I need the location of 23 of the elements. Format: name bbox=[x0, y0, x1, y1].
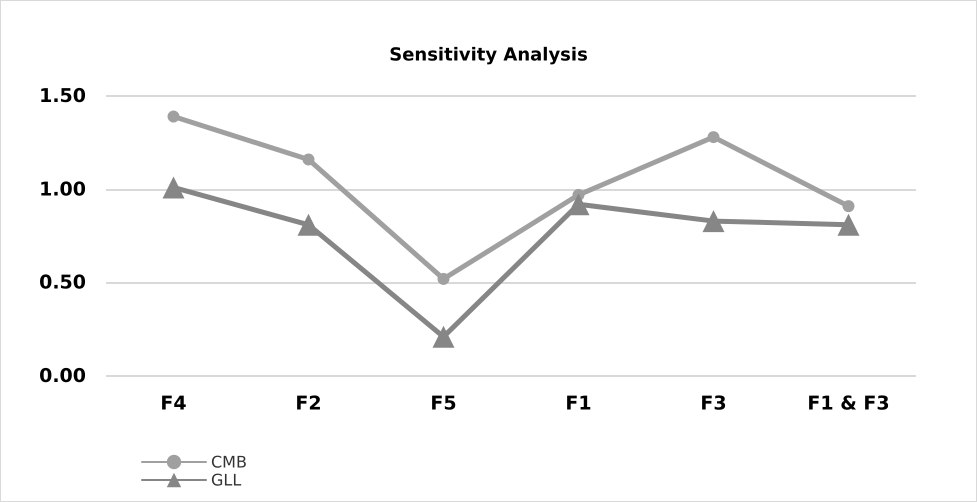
y-tick-label: 0.50 bbox=[39, 272, 86, 294]
y-tick-label: 0.00 bbox=[39, 365, 86, 387]
point bbox=[302, 153, 314, 166]
point bbox=[168, 110, 180, 123]
x-tick-label: F1 bbox=[565, 392, 592, 414]
point bbox=[842, 200, 854, 212]
point bbox=[438, 272, 450, 285]
legend-label: CMB bbox=[211, 452, 247, 472]
chart-title: Sensitivity Analysis bbox=[389, 44, 588, 66]
x-tick-label: F5 bbox=[430, 392, 457, 414]
point bbox=[708, 131, 720, 144]
point bbox=[702, 210, 724, 232]
point bbox=[298, 214, 320, 236]
point bbox=[432, 326, 454, 348]
x-tick-label: F3 bbox=[700, 392, 727, 414]
legend-label: GLL bbox=[211, 470, 242, 490]
x-tick-label: F2 bbox=[295, 392, 322, 414]
x-tick-label: F1 & F3 bbox=[807, 392, 890, 414]
point bbox=[162, 176, 184, 198]
point bbox=[838, 214, 860, 236]
y-tick-label: 1.00 bbox=[39, 178, 86, 200]
x-tick-label: F4 bbox=[160, 392, 187, 414]
y-tick-label: 1.50 bbox=[39, 85, 86, 107]
